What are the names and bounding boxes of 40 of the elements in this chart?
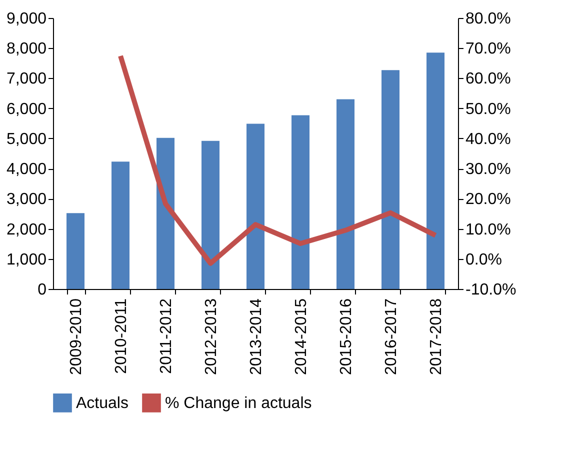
x-tick-label: 2012-2013 xyxy=(203,298,220,376)
bar xyxy=(426,52,444,289)
y-tick-label: 1,000 xyxy=(6,251,47,268)
bar xyxy=(66,213,84,289)
y-tick-label: 3,000 xyxy=(6,191,47,208)
bar xyxy=(112,162,130,289)
y-tick-label: 4,000 xyxy=(6,161,47,178)
y2-tick-label: 20.0% xyxy=(466,191,511,208)
x-tick-label: 2010-2011 xyxy=(113,298,130,374)
bar xyxy=(246,124,264,289)
y-tick-label: 7,000 xyxy=(6,70,47,88)
y2-tick-label: 50.0% xyxy=(466,100,511,118)
y2-tick-label: 40.0% xyxy=(466,130,511,148)
x-tick-label: 2016-2017 xyxy=(383,298,400,376)
y-tick-label: 9,000 xyxy=(6,10,47,28)
x-tick-label: 2015-2016 xyxy=(338,298,355,376)
y-tick-label: 0 xyxy=(38,282,47,298)
x-tick-label: 2011-2012 xyxy=(158,298,175,374)
bar xyxy=(382,70,400,289)
y2-tick-label: 60.0% xyxy=(466,70,511,88)
y2-tick-label: 10.0% xyxy=(466,221,511,238)
y2-tick-label: 0.0% xyxy=(466,251,502,268)
bar xyxy=(156,138,174,289)
y-tick-label: 2,000 xyxy=(6,221,47,238)
legend-label: % Change in actuals xyxy=(165,394,312,412)
x-tick-label: 2013-2014 xyxy=(248,298,265,376)
y-tick-label: 8,000 xyxy=(6,40,47,58)
y-tick-label: 5,000 xyxy=(6,130,47,148)
bar xyxy=(202,140,220,289)
legend-label: Actuals xyxy=(76,394,128,412)
y-tick-label: 6,000 xyxy=(6,100,47,118)
y2-tick-label: -10.0% xyxy=(466,282,516,298)
x-tick-label: 2009-2010 xyxy=(68,298,85,376)
x-tick-label: 2014-2015 xyxy=(293,298,310,376)
y2-tick-label: 30.0% xyxy=(466,161,511,178)
bar xyxy=(292,115,310,289)
y2-tick-label: 70.0% xyxy=(466,40,511,58)
bar xyxy=(336,99,354,289)
y2-tick-label: 80.0% xyxy=(466,10,511,28)
x-tick-label: 2017-2018 xyxy=(428,298,445,376)
